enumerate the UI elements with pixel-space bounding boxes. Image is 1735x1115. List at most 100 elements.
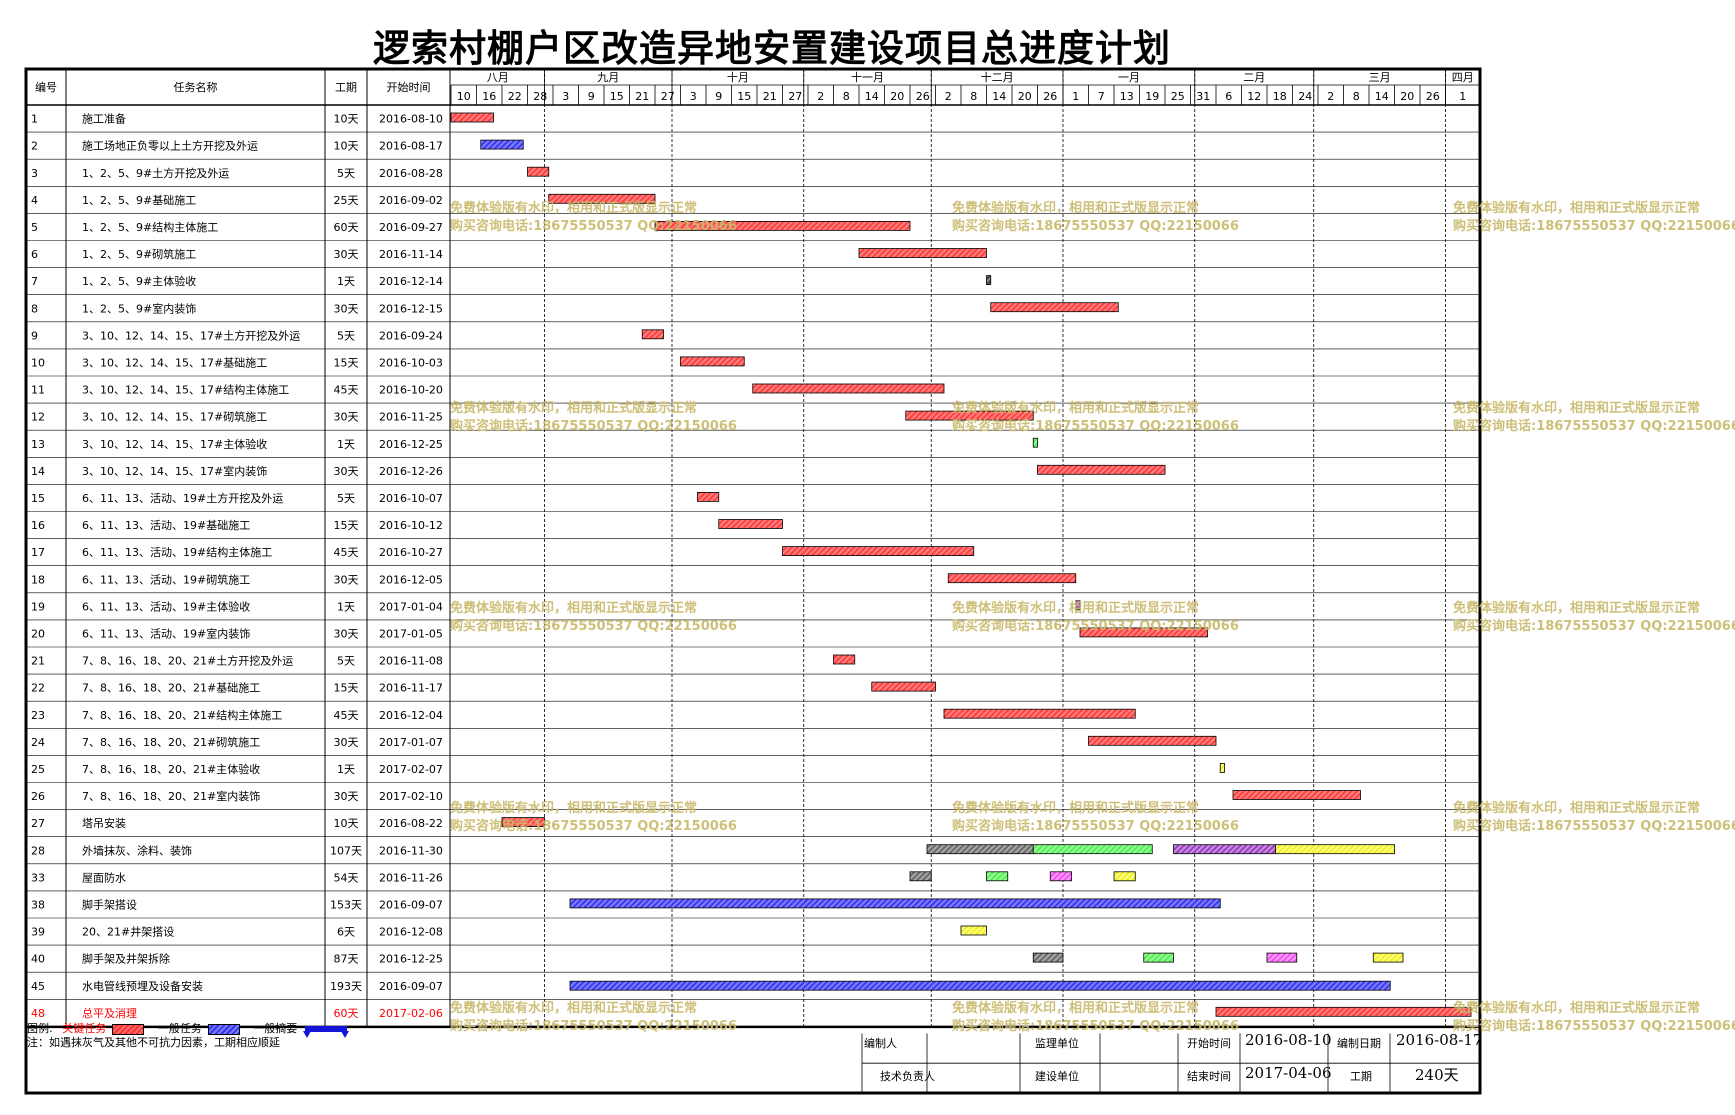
watermark-line-2: 购买咨询电话:18675550537 QQ:22150066 [1453, 819, 1735, 834]
footer-compiler-label: 编制人 [864, 1037, 897, 1050]
task-start: 2017-02-06 [379, 1007, 443, 1020]
footer-tech-lead-label: 技术负责人 [880, 1070, 935, 1083]
header-duration: 工期 [335, 81, 357, 94]
task-start: 2017-01-07 [379, 736, 443, 749]
watermark: 免费体验版有水印，相用和正式版显示正常 购买咨询电话:18675550537 QQ… [1453, 200, 1735, 236]
task-id: 48 [31, 1007, 45, 1020]
task-id: 1 [31, 113, 38, 126]
task-bar [1113, 871, 1136, 882]
day-tick-label: 24 [1298, 90, 1312, 103]
legend-label: 图例: [27, 1022, 53, 1035]
task-id: 40 [31, 953, 45, 966]
day-tick-label: 14 [1375, 90, 1389, 103]
watermark-line-2: 购买咨询电话:18675550537 QQ:22150066 [952, 219, 1239, 234]
day-tick-label: 2 [1327, 90, 1334, 103]
task-name: 1、2、5、9#主体验收 [82, 274, 196, 288]
watermark-line-1: 免费体验版有水印，相用和正式版显示正常 [1453, 401, 1701, 416]
task-start: 2016-09-07 [379, 980, 443, 993]
page-title: 逻索村棚户区改造异地安置建设项目总进度计划 [373, 26, 1171, 70]
task-bar [960, 925, 987, 936]
task-bar [782, 546, 975, 556]
task-start: 2016-11-14 [379, 248, 443, 261]
task-bar [1037, 464, 1166, 475]
task-id: 13 [31, 438, 45, 451]
task-bar [1219, 763, 1225, 773]
watermark-line-2: 购买咨询电话:18675550537 QQ:22150066 [1453, 1019, 1735, 1034]
watermark-line-1: 免费体验版有水印，相用和正式版显示正常 [1453, 801, 1701, 816]
task-bar [871, 681, 936, 692]
task-id: 10 [31, 356, 45, 369]
task-start: 2016-11-17 [379, 682, 443, 695]
day-tick-label: 26 [1426, 90, 1440, 103]
task-start: 2016-10-27 [379, 546, 443, 559]
task-name: 1、2、5、9#室内装饰 [82, 301, 196, 315]
day-tick-label: 21 [763, 90, 777, 103]
watermark: 免费体验版有水印，相用和正式版显示正常 购买咨询电话:18675550537 QQ… [450, 1000, 737, 1036]
day-tick-label: 14 [992, 90, 1006, 103]
watermark-line-2: 购买咨询电话:18675550537 QQ:22150066 [450, 819, 737, 834]
watermark: 免费体验版有水印，相用和正式版显示正常 购买咨询电话:18675550537 QQ… [952, 400, 1239, 436]
task-bar [1372, 952, 1404, 963]
task-duration: 5天 [337, 492, 355, 505]
task-bar [718, 519, 783, 529]
task-duration: 5天 [337, 655, 355, 668]
watermark-line-1: 免费体验版有水印，相用和正式版显示正常 [1453, 1001, 1701, 1016]
day-tick-label: 25 [1171, 90, 1185, 103]
day-tick-label: 14 [865, 90, 879, 103]
legend-summary-swatch [303, 1026, 350, 1038]
task-start: 2016-09-07 [379, 898, 443, 911]
task-duration: 153天 [330, 898, 362, 911]
legend: 图例: 关键任务 一般任务 一般摘要 注：如遇抹灰气及其他不可抗力因素，工期相应… [27, 1022, 350, 1050]
task-id: 15 [31, 492, 45, 505]
day-tick-label: 31 [1196, 90, 1210, 103]
day-tick-label: 13 [1120, 90, 1134, 103]
task-name: 6、11、13、活动、19#土方开挖及外运 [82, 491, 283, 505]
watermark: 免费体验版有水印，相用和正式版显示正常购买咨询电话:18675550537 QQ… [450, 400, 737, 436]
task-bar [1032, 437, 1038, 448]
task-start: 2016-09-02 [379, 194, 443, 207]
task-id: 16 [31, 519, 45, 532]
watermark: 免费体验版有水印，相用和正式版显示正常购买咨询电话:18675550537 QQ… [1453, 1000, 1735, 1036]
header-id: 编号 [35, 80, 57, 94]
task-start: 2016-11-08 [379, 655, 443, 668]
task-id: 19 [31, 600, 45, 613]
task-name: 脚手架及井架拆除 [82, 952, 170, 966]
watermark-line-1: 免费体验版有水印，相用和正式版显示正常 [952, 401, 1200, 416]
day-tick-label: 15 [737, 90, 751, 103]
day-tick-label: 20 [1018, 90, 1032, 103]
watermark: 免费体验版有水印，相用和正式版显示正常 购买咨询电话:18675550537 QQ… [952, 600, 1239, 636]
task-bar [1266, 952, 1298, 963]
month-label: 九月 [597, 71, 619, 84]
task-start: 2016-10-03 [379, 356, 443, 369]
task-id: 22 [31, 682, 45, 695]
task-start: 2016-10-12 [379, 519, 443, 532]
legend-summary-label: 一般摘要 [253, 1022, 298, 1035]
watermark-line-2: 购买咨询电话:18675550537 QQ:22150066 [450, 219, 737, 234]
watermark-line-2: 购买咨询电话:18675550537 QQ:22150066 [450, 419, 737, 434]
day-tick-label: 26 [916, 90, 930, 103]
footer-end-label: 结束时间 [1187, 1070, 1231, 1083]
task-bar [943, 708, 1136, 719]
day-tick-label: 27 [788, 90, 802, 103]
task-start: 2017-01-04 [379, 600, 443, 613]
day-tick-label: 8 [1353, 90, 1360, 103]
task-bars [450, 112, 1472, 1017]
footer-start-label: 开始时间 [1187, 1037, 1231, 1050]
day-tick-label: 10 [457, 90, 471, 103]
task-id: 23 [31, 709, 45, 722]
task-duration: 30天 [334, 573, 359, 586]
task-start: 2016-12-25 [379, 953, 443, 966]
legend-note: 注：如遇抹灰气及其他不可抗力因素，工期相应顺延 [27, 1036, 280, 1049]
task-duration: 15天 [334, 682, 359, 695]
task-id: 24 [31, 736, 45, 749]
watermark-line-1: 免费体验版有水印，相用和正式版显示正常 [450, 401, 698, 416]
task-bar [480, 139, 524, 150]
task-bar [680, 356, 745, 367]
task-id: 33 [31, 871, 45, 884]
day-tick-label: 6 [1225, 90, 1232, 103]
task-name: 7、8、16、18、20、21#结构主体施工 [82, 708, 282, 722]
task-id: 8 [31, 302, 38, 315]
task-duration: 45天 [334, 709, 359, 722]
footer-duration-label: 工期 [1350, 1070, 1372, 1083]
task-name: 7、8、16、18、20、21#室内装饰 [82, 789, 260, 803]
